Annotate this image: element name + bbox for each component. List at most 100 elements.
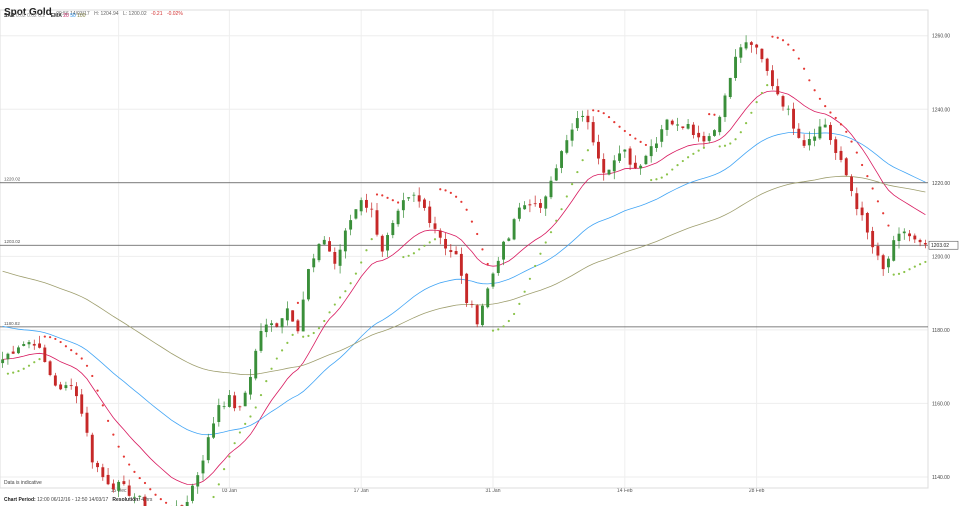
sar-dot — [839, 123, 843, 126]
sar-dot — [112, 433, 115, 436]
sar-dot — [391, 199, 394, 202]
sar-dot — [913, 265, 916, 268]
sar-dot — [38, 358, 41, 361]
candle-down — [53, 375, 57, 386]
candle-up — [396, 210, 400, 225]
candle-up — [523, 205, 527, 210]
candle-up — [307, 269, 310, 300]
candle-up — [222, 406, 226, 408]
sar-dot — [143, 481, 147, 485]
candle-up — [22, 344, 26, 346]
candle-down — [829, 124, 832, 141]
candle-up — [902, 231, 906, 234]
x-tick-label: 31 Jan — [485, 488, 500, 494]
candle-up — [581, 115, 585, 117]
candle-up — [317, 243, 321, 261]
candle-up — [607, 169, 611, 175]
sar-dot — [481, 248, 484, 251]
sar-dot — [296, 301, 300, 304]
candle-up — [412, 194, 416, 196]
sar-dot — [70, 349, 73, 352]
sar-dot — [602, 112, 605, 115]
sar-dot — [259, 393, 263, 397]
sar-param-3: 0.2 — [38, 13, 46, 19]
sar-dot — [507, 319, 510, 323]
sar-dot — [713, 113, 716, 116]
candle-down — [449, 250, 453, 253]
sar-dot — [418, 248, 421, 251]
sar-dot — [908, 268, 911, 271]
y-tick-label: 1140.00 — [932, 475, 950, 481]
sar-dot — [887, 224, 890, 227]
candle-up — [676, 124, 679, 126]
sar-dot — [518, 302, 521, 306]
candle-up — [270, 323, 273, 326]
sar-dot — [876, 200, 880, 203]
candle-up — [259, 330, 263, 351]
price-level-label: 1203.02 — [4, 239, 21, 244]
sar-dot — [555, 219, 558, 222]
candle-down — [871, 230, 875, 248]
candle-down — [771, 70, 774, 87]
sar-dot — [444, 189, 447, 192]
sar-dot — [470, 220, 474, 223]
candle-down — [38, 343, 41, 348]
candle-up — [575, 118, 579, 129]
ema-100-line — [2, 175, 926, 376]
candle-down — [32, 343, 36, 346]
candle-down — [855, 193, 859, 210]
sar-dot — [771, 35, 774, 38]
sar-dot — [486, 262, 489, 266]
candle-up — [723, 95, 727, 118]
candle-up — [138, 495, 142, 497]
candle-down — [11, 351, 15, 354]
resolution-label: Resolution: — [112, 497, 140, 503]
sar-dot — [43, 335, 46, 338]
candle-up — [744, 42, 748, 49]
sar-dot — [739, 131, 742, 134]
candle-down — [876, 246, 880, 256]
candle-up — [212, 423, 215, 438]
sar-dot — [892, 273, 895, 276]
sar-dot — [734, 138, 737, 141]
candle-down — [781, 96, 785, 107]
indicator-legend[interactable]: SAR 0.02 0.02 0.2 EMA 20 50 100 — [4, 13, 85, 19]
sar-dot — [286, 341, 289, 344]
candle-up — [517, 207, 521, 219]
candle-down — [433, 223, 437, 229]
sar-dot — [766, 83, 769, 87]
candle-up — [264, 324, 268, 333]
sar-dot — [813, 89, 816, 92]
candle-up — [285, 308, 289, 321]
sar-dot — [539, 252, 542, 255]
candle-down — [470, 304, 474, 305]
sar-dot — [75, 352, 78, 355]
candle-down — [106, 474, 110, 485]
sar-dot — [154, 493, 157, 496]
sar-dot — [433, 238, 437, 241]
indicative-note: Data is indicative — [4, 480, 42, 486]
sar-dot — [349, 282, 352, 285]
sar-dot — [323, 319, 326, 323]
candle-up — [64, 385, 68, 389]
candle-up — [660, 129, 664, 142]
candle-down — [844, 158, 848, 176]
ema-param-2: 50 — [70, 13, 76, 19]
candle-down — [275, 323, 279, 327]
sar-dot — [802, 67, 806, 70]
sar-dot — [792, 49, 795, 52]
sar-dot — [781, 39, 785, 42]
sar-dot — [407, 254, 410, 257]
sar-dot — [639, 140, 642, 143]
sar-dot — [254, 406, 257, 409]
sar-label: SAR — [4, 13, 15, 19]
sar-dot — [760, 91, 764, 95]
sar-dot — [370, 237, 373, 241]
sar-dot — [312, 331, 315, 335]
candle-up — [343, 230, 347, 252]
candle-up — [185, 501, 189, 506]
ema-20-line — [2, 90, 926, 485]
candle-down — [296, 320, 300, 332]
candle-up — [502, 241, 505, 260]
